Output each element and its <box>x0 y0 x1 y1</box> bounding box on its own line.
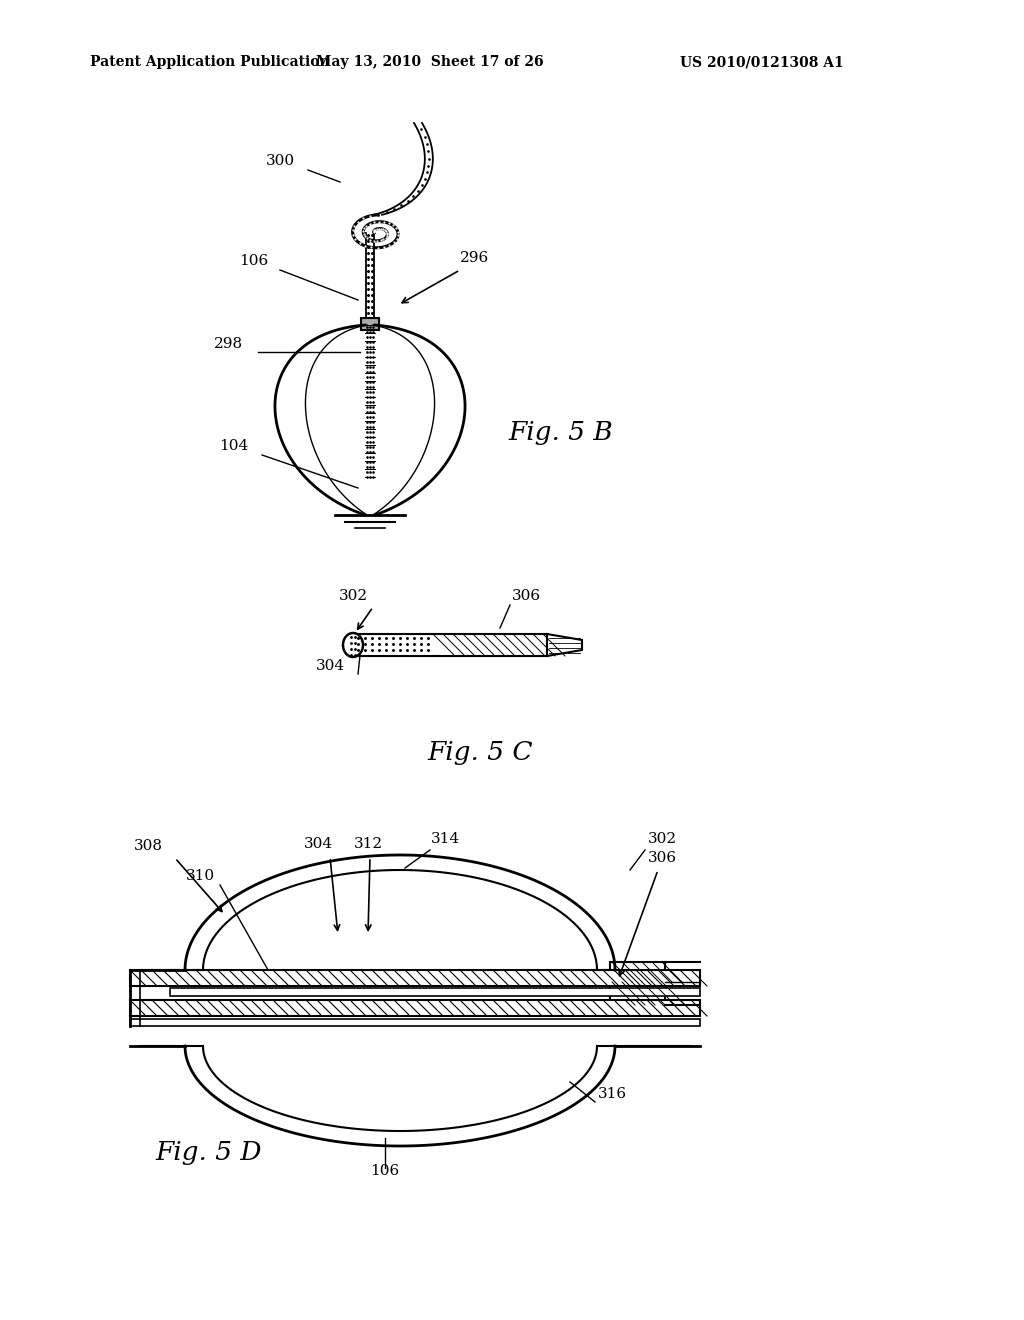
Text: 312: 312 <box>353 837 383 851</box>
Text: 302: 302 <box>339 589 368 603</box>
Text: 104: 104 <box>219 440 248 453</box>
Text: Fig. 5 B: Fig. 5 B <box>508 420 612 445</box>
Text: 300: 300 <box>266 154 295 168</box>
Bar <box>170 987 700 997</box>
Text: 304: 304 <box>315 659 345 673</box>
Text: Fig. 5 D: Fig. 5 D <box>155 1140 261 1166</box>
Text: Fig. 5 C: Fig. 5 C <box>427 741 532 766</box>
Text: Patent Application Publication: Patent Application Publication <box>90 55 330 69</box>
Polygon shape <box>547 634 582 656</box>
Text: 306: 306 <box>512 589 541 603</box>
Bar <box>130 1001 700 1016</box>
Text: 308: 308 <box>134 840 163 853</box>
Text: May 13, 2010  Sheet 17 of 26: May 13, 2010 Sheet 17 of 26 <box>316 55 544 69</box>
Ellipse shape <box>343 634 362 657</box>
Bar <box>353 634 548 656</box>
Text: 296: 296 <box>460 251 489 265</box>
Bar <box>130 1019 700 1026</box>
Text: 304: 304 <box>303 837 333 851</box>
Bar <box>130 970 700 986</box>
Text: 314: 314 <box>430 832 460 846</box>
FancyBboxPatch shape <box>361 318 379 330</box>
Text: 298: 298 <box>214 337 243 351</box>
Text: US 2010/0121308 A1: US 2010/0121308 A1 <box>680 55 844 69</box>
Bar <box>610 962 665 982</box>
Text: 310: 310 <box>186 869 215 883</box>
Text: 106: 106 <box>239 253 268 268</box>
Text: 302: 302 <box>648 832 677 846</box>
Text: 306: 306 <box>648 851 677 865</box>
Text: 106: 106 <box>371 1164 399 1177</box>
Text: 316: 316 <box>598 1086 627 1101</box>
Bar <box>610 982 665 1005</box>
